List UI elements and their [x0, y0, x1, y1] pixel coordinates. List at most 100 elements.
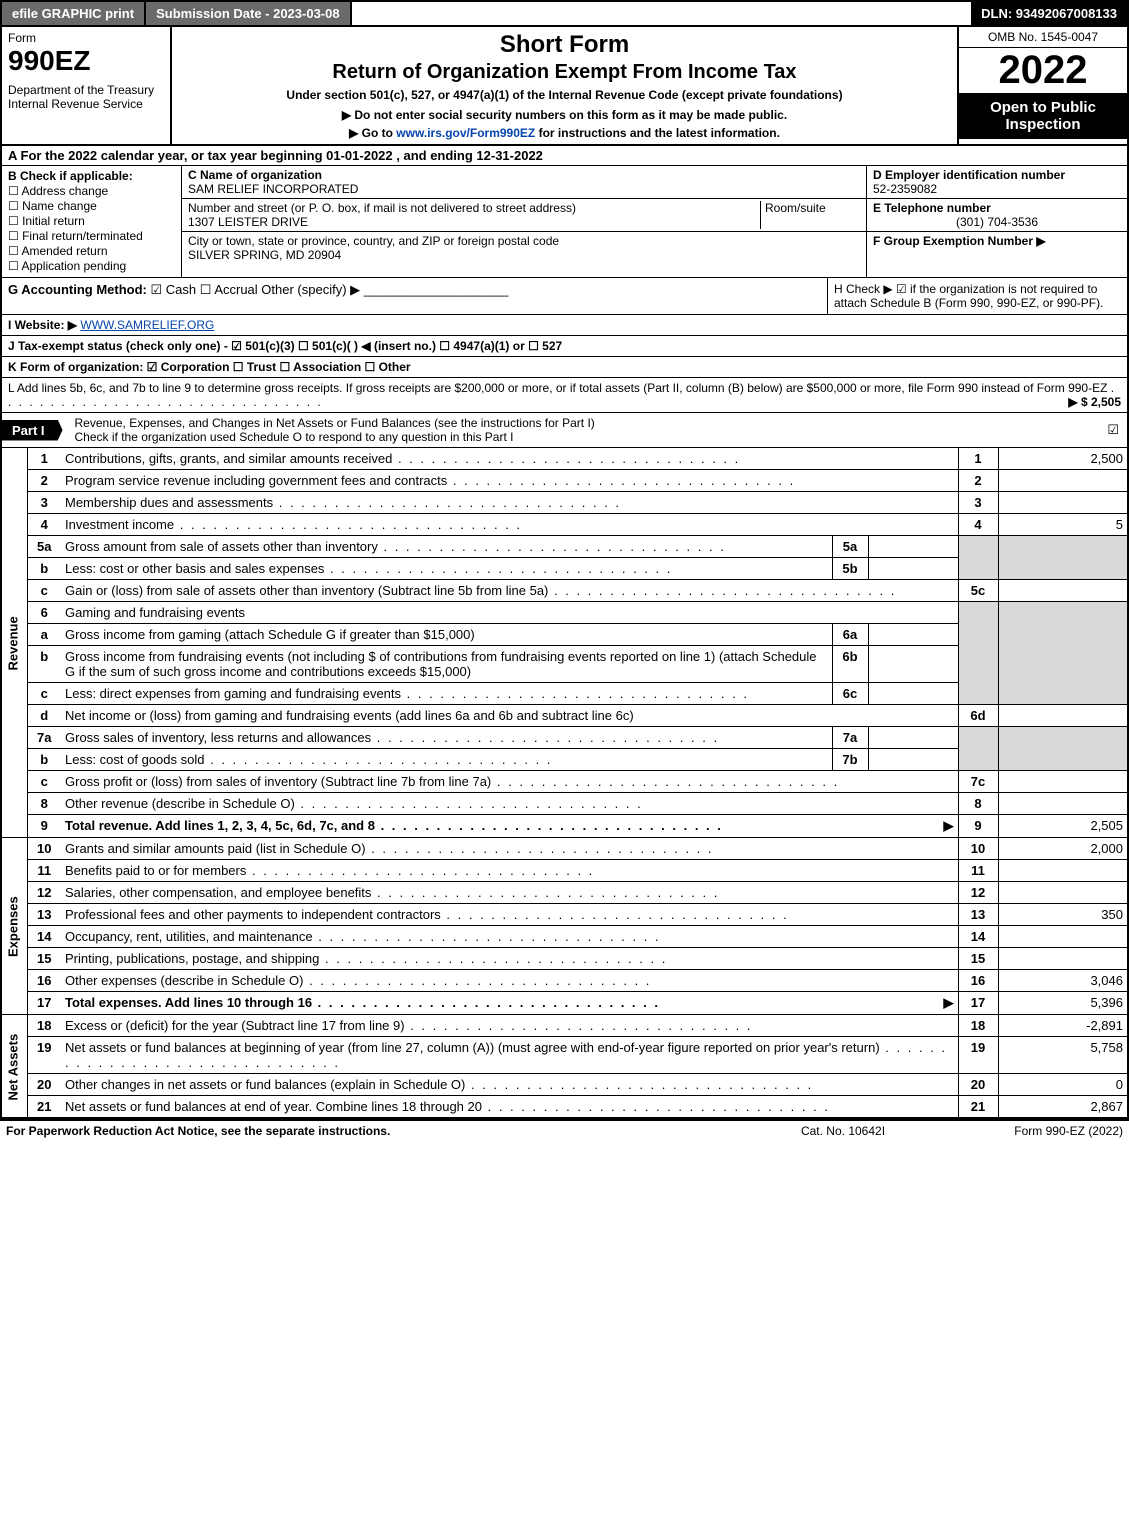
ln-17-val: 5,396: [998, 992, 1128, 1015]
row-g-h: G Accounting Method: ☑ Cash ☐ Accrual Ot…: [0, 278, 1129, 315]
ln-6d-val: [998, 705, 1128, 727]
ln-11-desc: Benefits paid to or for members: [65, 863, 594, 878]
ln-15-desc: Printing, publications, postage, and shi…: [65, 951, 667, 966]
ln-18-val: -2,891: [998, 1015, 1128, 1037]
ln-15-val: [998, 948, 1128, 970]
form-word: Form: [8, 31, 164, 45]
top-bar: efile GRAPHIC print Submission Date - 20…: [0, 0, 1129, 27]
ln-8-desc: Other revenue (describe in Schedule O): [65, 796, 643, 811]
ln-7b-desc: Less: cost of goods sold: [65, 752, 552, 767]
line-15: 15 Printing, publications, postage, and s…: [1, 948, 1128, 970]
irs-link[interactable]: www.irs.gov/Form990EZ: [396, 126, 535, 140]
ln-1-desc: Contributions, gifts, grants, and simila…: [65, 451, 740, 466]
part-1-checkbox[interactable]: ☑: [1099, 419, 1127, 441]
ln-5c-val: [998, 580, 1128, 602]
ln-2-val: [998, 470, 1128, 492]
chk-pending[interactable]: Application pending: [8, 259, 175, 273]
ln-7c-desc: Gross profit or (loss) from sales of inv…: [65, 774, 839, 789]
ln-6b-ik: 6b: [832, 646, 868, 683]
line-7a: 7a Gross sales of inventory, less returns…: [1, 727, 1128, 749]
ln-3-val: [998, 492, 1128, 514]
ln-11-val: [998, 860, 1128, 882]
ln-7a-iv: [868, 727, 958, 749]
ln-19-val: 5,758: [998, 1037, 1128, 1074]
g-other: Other (specify) ▶: [261, 282, 360, 297]
ln-4-val: 5: [998, 514, 1128, 536]
ln-5c-desc: Gain or (loss) from sale of assets other…: [65, 583, 896, 598]
line-20: 20Other changes in net assets or fund ba…: [1, 1074, 1128, 1096]
ln-19-key: 19: [958, 1037, 998, 1074]
ln-13-desc: Professional fees and other payments to …: [65, 907, 789, 922]
ln-3-key: 3: [958, 492, 998, 514]
ln-9-arrow: ▶: [944, 818, 954, 834]
line-8: 8Other revenue (describe in Schedule O) …: [1, 793, 1128, 815]
g-other-line[interactable]: ____________________: [364, 282, 509, 297]
ln-9-key: 9: [958, 815, 998, 838]
k-text: K Form of organization: ☑ Corporation ☐ …: [8, 360, 411, 374]
ln-14-key: 14: [958, 926, 998, 948]
part-1-tag: Part I: [2, 420, 63, 441]
col-b-checkboxes: B Check if applicable: Address change Na…: [2, 166, 182, 277]
line-10: Expenses 10Grants and similar amounts pa…: [1, 838, 1128, 860]
line-11: 11Benefits paid to or for members11: [1, 860, 1128, 882]
chk-amended[interactable]: Amended return: [8, 244, 175, 258]
ln-11-key: 11: [958, 860, 998, 882]
row-i-website: I Website: ▶ WWW.SAMRELIEF.ORG: [0, 315, 1129, 336]
ln-17-desc: Total expenses. Add lines 10 through 16: [65, 995, 660, 1010]
dln-label: DLN: 93492067008133: [971, 2, 1127, 25]
submission-date: Submission Date - 2023-03-08: [146, 2, 352, 25]
line-16: 16Other expenses (describe in Schedule O…: [1, 970, 1128, 992]
c-name-label: C Name of organization: [188, 168, 322, 182]
header-right: OMB No. 1545-0047 2022 Open to Public In…: [957, 27, 1127, 144]
department-label: Department of the Treasury Internal Reve…: [8, 83, 164, 111]
shade-7ab: [958, 727, 998, 771]
ln-5c-key: 5c: [958, 580, 998, 602]
c-street-block: Number and street (or P. O. box, if mail…: [182, 199, 866, 232]
d-ein-block: D Employer identification number 52-2359…: [867, 166, 1127, 199]
chk-final-return[interactable]: Final return/terminated: [8, 229, 175, 243]
c-street-label: Number and street (or P. O. box, if mail…: [188, 201, 576, 215]
col-def: D Employer identification number 52-2359…: [867, 166, 1127, 277]
chk-name-change[interactable]: Name change: [8, 199, 175, 213]
e-label: E Telephone number: [873, 201, 991, 215]
ln-14-desc: Occupancy, rent, utilities, and maintena…: [65, 929, 661, 944]
chk-initial-return[interactable]: Initial return: [8, 214, 175, 228]
i-website-link[interactable]: WWW.SAMRELIEF.ORG: [80, 318, 214, 332]
ln-19-desc: Net assets or fund balances at beginning…: [65, 1040, 947, 1070]
section-net-assets: Net Assets: [1, 1015, 27, 1119]
chk-address-change[interactable]: Address change: [8, 184, 175, 198]
page-footer: For Paperwork Reduction Act Notice, see …: [0, 1119, 1129, 1141]
footer-formref: Form 990-EZ (2022): [943, 1124, 1123, 1138]
part-1-title: Revenue, Expenses, and Changes in Net As…: [71, 413, 1100, 447]
ln-17-arrow: ▶: [944, 995, 954, 1011]
ln-7a-ik: 7a: [832, 727, 868, 749]
line-5c: cGain or (loss) from sale of assets othe…: [1, 580, 1128, 602]
ln-6d-key: 6d: [958, 705, 998, 727]
line-5a: 5aGross amount from sale of assets other…: [1, 536, 1128, 558]
e-value: (301) 704-3536: [873, 215, 1121, 229]
ln-14-val: [998, 926, 1128, 948]
part-1-header: Part I Revenue, Expenses, and Changes in…: [0, 413, 1129, 448]
ln-8-val: [998, 793, 1128, 815]
efile-print-button[interactable]: efile GRAPHIC print: [2, 2, 146, 25]
ln-7a-desc: Gross sales of inventory, less returns a…: [65, 730, 719, 745]
ln-10-desc: Grants and similar amounts paid (list in…: [65, 841, 714, 856]
j-text: J Tax-exempt status (check only one) - ☑…: [8, 339, 562, 353]
ln-21-desc: Net assets or fund balances at end of ye…: [65, 1099, 830, 1114]
row-l-gross: L Add lines 5b, 6c, and 7b to line 9 to …: [0, 378, 1129, 413]
ln-2-desc: Program service revenue including govern…: [65, 473, 795, 488]
ln-8-key: 8: [958, 793, 998, 815]
ln-5a-desc: Gross amount from sale of assets other t…: [65, 539, 726, 554]
ln-21-val: 2,867: [998, 1096, 1128, 1119]
ln-12-desc: Salaries, other compensation, and employ…: [65, 885, 719, 900]
ln-12-key: 12: [958, 882, 998, 904]
g-accrual[interactable]: ☐ Accrual: [200, 282, 258, 297]
ln-15-key: 15: [958, 948, 998, 970]
ln-6c-iv: [868, 683, 958, 705]
ln-6b-desc: Gross income from fundraising events (no…: [61, 646, 832, 683]
ln-7b-ik: 7b: [832, 749, 868, 771]
title-block: Short Form Return of Organization Exempt…: [172, 27, 957, 144]
g-cash[interactable]: ☑ Cash: [151, 282, 197, 297]
tax-year: 2022: [959, 48, 1127, 93]
c-city-value: SILVER SPRING, MD 20904: [188, 248, 341, 262]
